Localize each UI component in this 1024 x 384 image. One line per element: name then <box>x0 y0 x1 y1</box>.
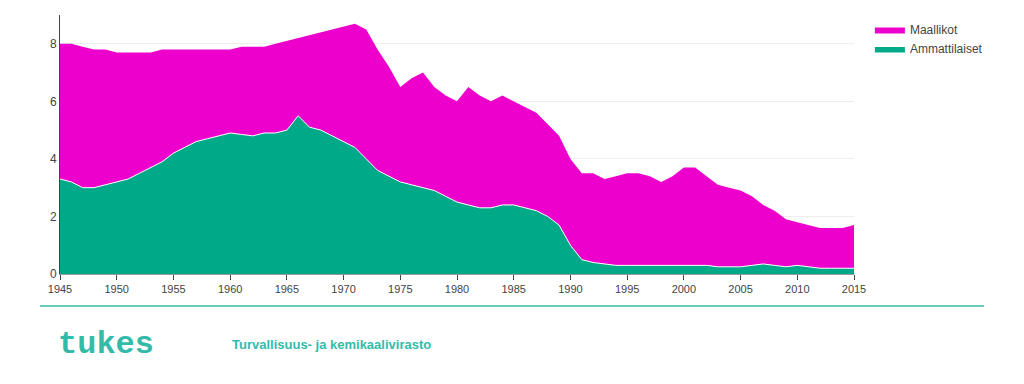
svg-text:Maallikot: Maallikot <box>910 23 958 37</box>
svg-text:1995: 1995 <box>615 283 639 295</box>
svg-text:1970: 1970 <box>331 283 355 295</box>
svg-text:tukes: tukes <box>58 326 154 363</box>
svg-text:2005: 2005 <box>728 283 752 295</box>
svg-text:2010: 2010 <box>785 283 809 295</box>
svg-text:1990: 1990 <box>558 283 582 295</box>
svg-text:1950: 1950 <box>104 283 128 295</box>
svg-text:2015: 2015 <box>842 283 866 295</box>
svg-text:1955: 1955 <box>161 283 185 295</box>
svg-text:2: 2 <box>50 210 57 224</box>
svg-text:1975: 1975 <box>388 283 412 295</box>
svg-text:1985: 1985 <box>501 283 525 295</box>
svg-text:1965: 1965 <box>275 283 299 295</box>
svg-text:Ammattilaiset: Ammattilaiset <box>910 42 983 56</box>
svg-text:0: 0 <box>50 267 57 281</box>
svg-text:8: 8 <box>50 37 57 51</box>
svg-text:1960: 1960 <box>218 283 242 295</box>
svg-text:1980: 1980 <box>445 283 469 295</box>
svg-text:4: 4 <box>50 152 57 166</box>
svg-text:2000: 2000 <box>672 283 696 295</box>
svg-text:6: 6 <box>50 95 57 109</box>
svg-text:Turvallisuus- ja kemikaalivira: Turvallisuus- ja kemikaalivirasto <box>232 337 431 352</box>
svg-text:1945: 1945 <box>48 283 72 295</box>
